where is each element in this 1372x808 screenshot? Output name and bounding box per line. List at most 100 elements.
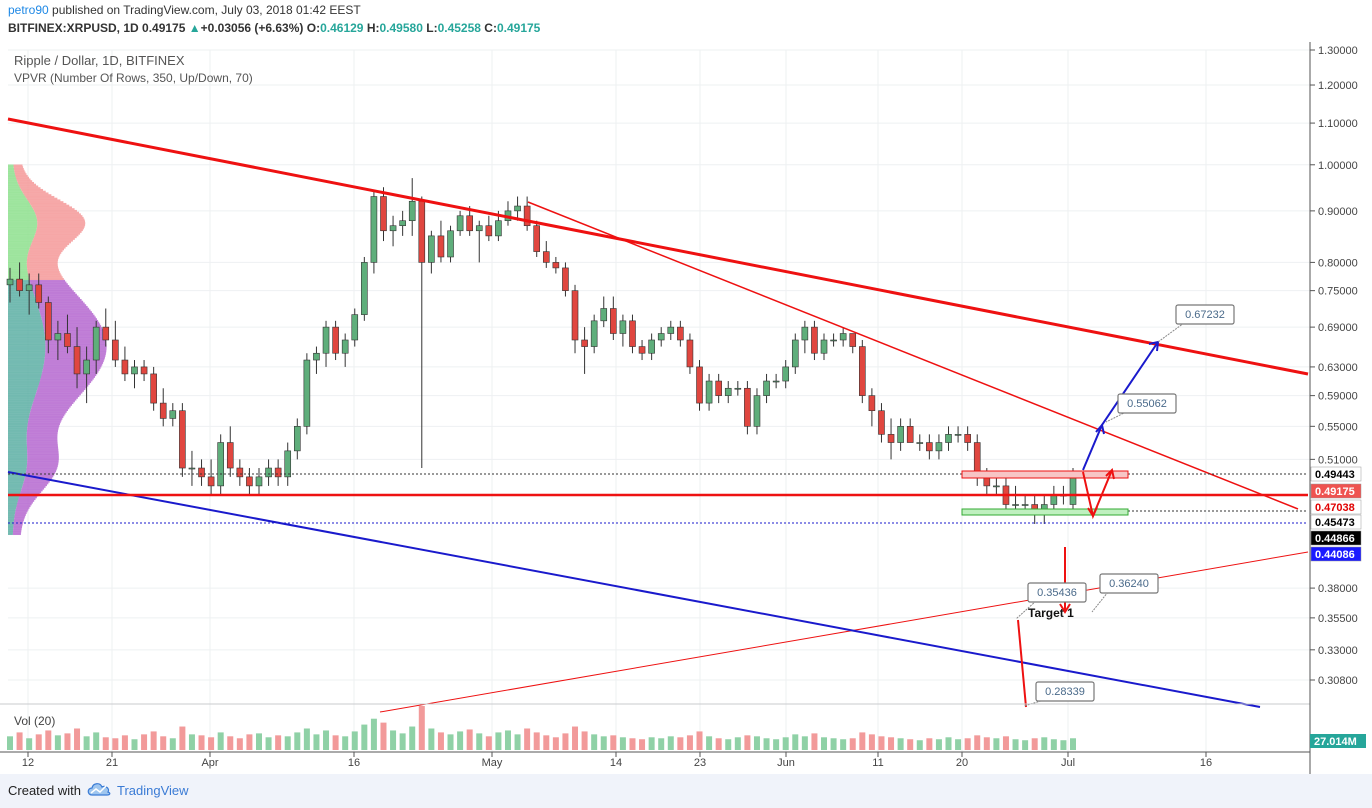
vpvr-up-bar xyxy=(8,232,36,235)
vpvr-down-bar xyxy=(14,519,24,522)
candle-body xyxy=(351,314,359,341)
candle-body xyxy=(811,326,818,354)
volume-bar xyxy=(504,730,511,750)
author-link[interactable]: petro90 xyxy=(8,3,49,17)
vpvr-down-bar xyxy=(26,445,58,448)
volume-bar xyxy=(849,738,856,750)
vpvr-down-bar xyxy=(34,396,78,399)
candle-body xyxy=(562,267,569,291)
candle-body xyxy=(131,366,138,375)
candle xyxy=(705,373,713,411)
callout-value: 0.36240 xyxy=(1109,578,1149,590)
candle-body xyxy=(380,196,387,232)
candle xyxy=(600,296,608,328)
candle-body xyxy=(638,346,646,354)
candle xyxy=(284,442,292,486)
callout-pointer xyxy=(1015,600,1037,620)
y-tick-label: 0.90000 xyxy=(1318,206,1358,218)
vpvr-down-bar xyxy=(23,480,50,483)
x-tick-label: Jul xyxy=(1061,757,1075,769)
volume-bar xyxy=(792,734,799,750)
candle-body xyxy=(456,215,464,232)
volume-bar xyxy=(552,737,559,750)
candle-body xyxy=(782,366,790,382)
x-tick-label: May xyxy=(482,757,503,769)
vpvr-up-bar xyxy=(8,236,35,239)
publish-info: petro90 published on TradingView.com, Ju… xyxy=(8,3,361,17)
vpvr-up-bar xyxy=(8,396,35,399)
vpvr-up-bar xyxy=(8,183,19,186)
vpvr-up-bar xyxy=(8,389,37,392)
volume-bar xyxy=(332,735,339,750)
candle xyxy=(475,220,483,263)
time-axis-ticks[interactable]: 12 21 Apr 16 May 14 23 Jun 11 20 Jul 16 xyxy=(22,752,1212,769)
volume-bar xyxy=(753,736,760,750)
candle-body xyxy=(734,387,742,390)
vpvr-up-bar xyxy=(8,164,14,167)
candle-body xyxy=(514,205,521,212)
high-label: H: xyxy=(366,21,380,35)
candle-body xyxy=(629,320,636,347)
vpvr-down-bar xyxy=(18,498,36,501)
candle-body xyxy=(274,467,282,478)
volume-bar xyxy=(179,726,186,750)
price-tag-value: 0.45473 xyxy=(1315,517,1355,529)
vpvr-up-bar xyxy=(8,412,30,415)
candle-body xyxy=(906,426,914,443)
candle xyxy=(782,360,790,389)
vpvr-up-bar xyxy=(8,213,36,216)
candle-body xyxy=(466,215,473,232)
candle xyxy=(657,327,665,347)
vpvr-down-bar xyxy=(29,279,66,282)
volume-bar xyxy=(916,740,923,750)
candle xyxy=(351,308,359,347)
candle xyxy=(35,273,43,309)
vpvr-down-bar xyxy=(41,372,98,375)
vpvr-down-bar xyxy=(32,290,74,293)
volume-bar xyxy=(35,734,42,750)
candle xyxy=(619,314,627,347)
volume-bar xyxy=(734,737,741,750)
volume-bar xyxy=(102,737,109,750)
volume-bar xyxy=(457,731,464,750)
volume-bar xyxy=(562,733,569,750)
price-axis[interactable] xyxy=(1310,42,1372,774)
volume-bar xyxy=(246,734,253,750)
candle-body xyxy=(849,333,857,347)
vpvr-up-bar xyxy=(8,220,38,223)
candle xyxy=(677,320,684,347)
volume-bar xyxy=(275,735,282,750)
y-tick-label: 0.75000 xyxy=(1318,286,1358,298)
vpvr-down-bar xyxy=(31,204,70,207)
candle-body xyxy=(619,320,627,334)
y-tick-label: 0.35500 xyxy=(1318,613,1358,625)
vpvr-down-bar xyxy=(45,337,106,340)
candle-body xyxy=(839,333,847,341)
candle xyxy=(830,333,837,347)
x-tick-label: 12 xyxy=(22,757,34,769)
volume-bar xyxy=(639,739,646,750)
tradingview-link[interactable]: TradingView xyxy=(117,783,189,798)
tradingview-cloud-icon[interactable] xyxy=(86,780,112,798)
candle xyxy=(159,388,167,427)
vpvr-down-bar xyxy=(34,293,77,296)
vpvr-down-bar xyxy=(15,173,27,176)
vpvr-up-bar xyxy=(8,173,16,176)
vpvr-down-bar xyxy=(33,400,75,403)
vpvr-up-bar xyxy=(8,505,17,508)
price-tag-value: 0.44866 xyxy=(1315,533,1355,545)
vpvr-down-bar xyxy=(27,424,60,427)
vpvr-up-bar xyxy=(8,216,37,219)
vpvr-down-bar xyxy=(26,468,57,471)
vpvr-down-bar xyxy=(24,478,51,481)
vpvr-up-bar xyxy=(8,515,15,518)
candle xyxy=(131,360,138,389)
volume-bar xyxy=(1070,738,1076,750)
candle-body xyxy=(25,284,33,291)
vpvr-up-bar xyxy=(8,174,16,177)
vpvr-down-bar xyxy=(36,216,84,219)
vpvr-down-bar xyxy=(13,527,22,530)
vpvr-down-bar xyxy=(13,522,23,525)
candle-body xyxy=(341,339,349,354)
price-chart[interactable]: Target 1 0.67232 0.55062 0.35436 0.36240 0.2… xyxy=(0,42,1372,774)
